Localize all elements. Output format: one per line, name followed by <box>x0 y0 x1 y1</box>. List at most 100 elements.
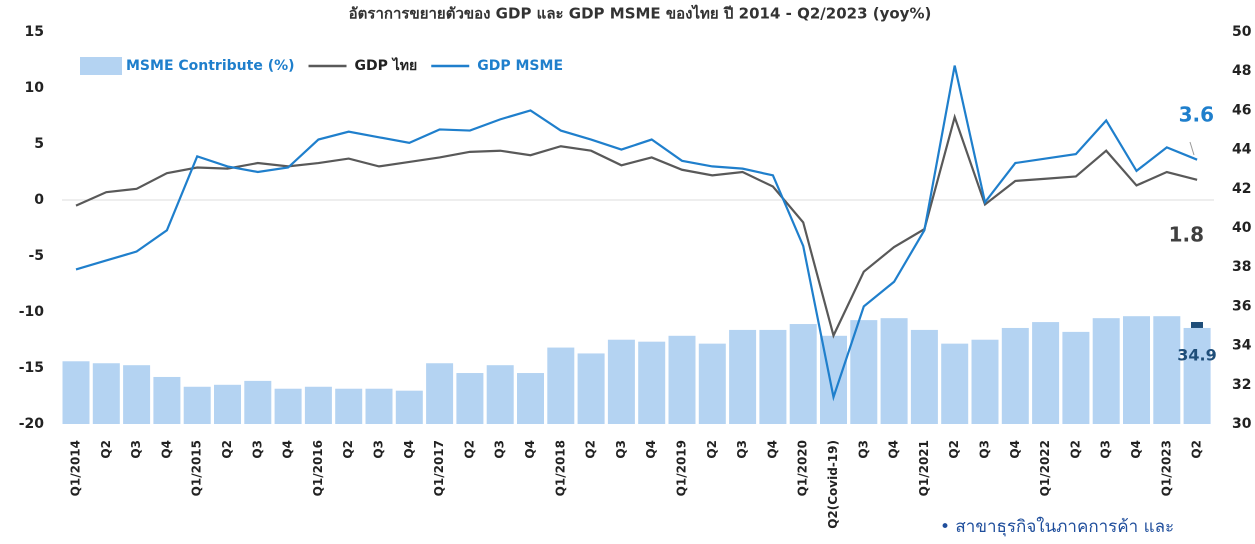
bar <box>789 324 817 424</box>
y2-tick-label: 40 <box>1232 220 1252 236</box>
bar <box>365 388 393 424</box>
y-tick-label: -10 <box>19 304 45 320</box>
bar <box>395 390 423 424</box>
bar <box>1123 316 1150 424</box>
x-tick-label: Q4 <box>402 440 416 459</box>
y2-tick-label: 44 <box>1232 142 1252 158</box>
y-tick-label: 10 <box>25 80 45 96</box>
x-tick-label: Q4 <box>1129 440 1143 459</box>
bar <box>335 388 363 424</box>
bar <box>304 386 332 424</box>
x-tick-label: Q3 <box>614 440 628 459</box>
data-label: 3.6 <box>1179 103 1214 127</box>
bar <box>1153 316 1181 424</box>
bar <box>607 339 635 424</box>
y2-tick-label: 30 <box>1232 416 1252 432</box>
x-tick-label: Q2 <box>341 440 355 459</box>
y2-tick-label: 36 <box>1232 298 1251 314</box>
y-tick-label: -20 <box>19 416 45 432</box>
x-tick-label: Q2 <box>1068 440 1082 459</box>
bar <box>577 353 605 424</box>
footer-text: • สาขาธุรกิจในภาคการค้า และ <box>940 516 1174 537</box>
legend-label: GDP MSME <box>477 58 563 74</box>
x-tick-label: Q3 <box>372 440 386 459</box>
bar <box>850 320 878 424</box>
data-label: 34.9 <box>1177 346 1216 365</box>
x-tick-label: Q3 <box>250 440 264 459</box>
bar <box>1092 318 1120 424</box>
bar <box>183 386 211 424</box>
x-tick-label: Q2 <box>947 440 961 459</box>
bar <box>698 343 726 424</box>
bar <box>1001 327 1029 424</box>
bar <box>971 339 999 424</box>
y2-tick-label: 38 <box>1232 259 1251 275</box>
bar <box>62 361 90 424</box>
bar <box>214 384 241 424</box>
leader <box>1189 141 1195 156</box>
bar <box>1062 331 1090 424</box>
bar <box>517 373 544 424</box>
y-tick-label: -5 <box>28 248 44 264</box>
x-tick-label: Q4 <box>159 440 173 459</box>
x-tick-label: Q1/2023 <box>1159 440 1173 496</box>
legend-label: GDP ไทย <box>355 56 418 74</box>
y-tick-label: 15 <box>25 24 44 40</box>
legend-swatch <box>80 57 122 75</box>
x-tick-label: Q3 <box>978 440 992 459</box>
x-tick-label: Q1/2019 <box>675 440 689 496</box>
bar <box>456 373 484 424</box>
bar <box>1032 322 1060 424</box>
bar <box>910 329 938 424</box>
bar <box>244 380 272 424</box>
x-tick-label: Q3 <box>856 440 870 459</box>
y-tick-label: -15 <box>19 360 44 376</box>
legend-label: MSME Contribute (%) <box>126 58 295 74</box>
bar <box>759 329 787 424</box>
x-tick-label: Q3 <box>493 440 507 459</box>
x-tick-label: Q3 <box>129 440 143 459</box>
x-tick-label: Q3 <box>1099 440 1113 459</box>
x-tick-label: Q1/2020 <box>796 440 810 496</box>
line <box>75 113 1198 339</box>
bar <box>1183 327 1211 424</box>
y2-tick-label: 48 <box>1232 63 1251 79</box>
bar <box>941 343 969 424</box>
bar <box>486 365 514 424</box>
y2-tick-label: 34 <box>1232 338 1252 354</box>
x-tick-label: Q1/2016 <box>311 440 325 496</box>
x-tick-label: Q1/2015 <box>190 440 204 496</box>
x-tick-label: Q1/2022 <box>1038 440 1052 496</box>
bar <box>729 329 757 424</box>
x-tick-label: Q1/2021 <box>917 440 931 496</box>
y-tick-label: 5 <box>34 136 44 152</box>
y2-tick-label: 46 <box>1232 102 1251 118</box>
x-tick-label: Q1/2018 <box>553 440 567 496</box>
x-tick-label: Q2 <box>705 440 719 459</box>
x-tick-label: Q2(Covid-19) <box>826 440 840 529</box>
y2-tick-label: 50 <box>1232 24 1252 40</box>
x-tick-label: Q4 <box>1008 440 1022 459</box>
bar <box>153 376 181 424</box>
x-tick-label: Q4 <box>523 440 537 459</box>
bar <box>668 335 696 424</box>
x-tick-label: Q1/2014 <box>69 440 83 496</box>
bar <box>426 363 454 424</box>
data-label: 1.8 <box>1169 223 1204 247</box>
chart-title: อัตราการขยายตัวของ GDP และ GDP MSME ของไ… <box>349 4 932 23</box>
y-tick-label: 0 <box>34 192 44 208</box>
line <box>75 65 1198 402</box>
x-tick-label: Q4 <box>281 440 295 459</box>
x-tick-label: Q2 <box>584 440 598 459</box>
x-tick-label: Q4 <box>887 440 901 459</box>
x-tick-label: Q2 <box>462 440 476 459</box>
x-tick-label: Q2 <box>1190 440 1204 459</box>
y2-tick-label: 32 <box>1232 377 1251 393</box>
x-tick-label: Q4 <box>644 440 658 459</box>
bar <box>123 365 151 424</box>
x-tick-label: Q3 <box>735 440 749 459</box>
x-tick-label: Q4 <box>765 440 779 459</box>
x-tick-label: Q1/2017 <box>432 440 446 496</box>
y2-tick-label: 42 <box>1232 181 1251 197</box>
